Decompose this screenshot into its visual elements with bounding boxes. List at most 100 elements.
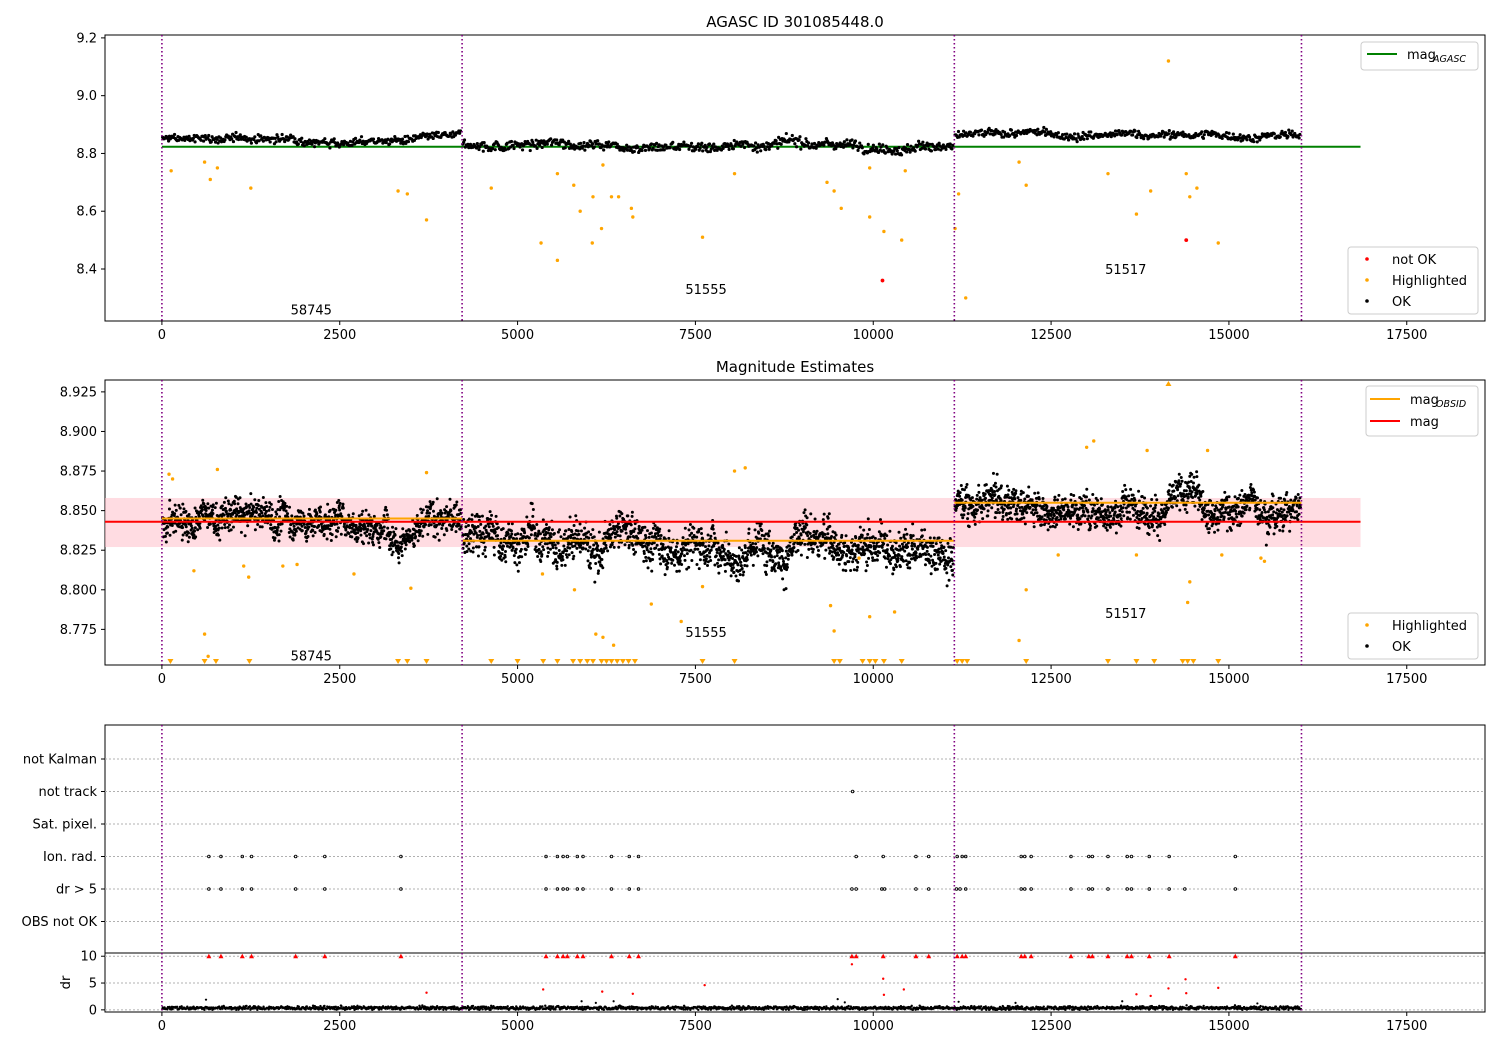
ok-point [378, 545, 382, 549]
ok-point [573, 544, 577, 548]
ok-point [872, 541, 876, 545]
legend-box [1360, 41, 1479, 71]
ok-point [921, 140, 925, 144]
ok-point [261, 139, 265, 143]
ok-point [966, 512, 970, 516]
ok-point [478, 529, 482, 533]
highlighted-point [867, 215, 872, 219]
legend-label: OK [1392, 295, 1411, 310]
ok-point [255, 510, 259, 514]
ok-point [1170, 505, 1174, 509]
ok-point [609, 536, 613, 540]
ok-point [678, 147, 682, 152]
ok-point [677, 569, 681, 573]
ok-point [187, 134, 191, 138]
ok-point [326, 502, 330, 506]
ok-point [883, 151, 887, 155]
ok-point [898, 544, 902, 548]
ok-point [546, 550, 550, 554]
ok-point [260, 511, 264, 515]
ok-point [261, 514, 265, 518]
ok-point [1121, 489, 1125, 493]
ok-point [1092, 503, 1096, 507]
ok-point [525, 515, 529, 519]
ok-point [842, 544, 846, 548]
ok-point [527, 536, 531, 540]
ok-point [494, 514, 498, 518]
ok-point [799, 147, 803, 151]
ok-point [971, 504, 975, 508]
ok-point [172, 132, 177, 137]
ok-point [213, 140, 218, 144]
ok-point [764, 148, 768, 152]
ok-point [760, 529, 764, 533]
ok-point [1021, 491, 1025, 495]
ok-point [759, 522, 763, 526]
ok-point [285, 135, 289, 139]
ok-point [1016, 496, 1020, 500]
ok-point [427, 514, 431, 518]
ok-point [384, 537, 388, 541]
ok-point [617, 545, 621, 549]
ok-point [1167, 128, 1171, 133]
ok-point [935, 567, 939, 571]
ok-point [519, 532, 523, 536]
ok-point [1255, 140, 1259, 144]
ok-point [596, 139, 600, 143]
ok-point [301, 511, 305, 515]
ok-point [1015, 507, 1019, 511]
ok-point [604, 543, 608, 547]
ok-point [714, 554, 718, 558]
ok-point [642, 551, 646, 555]
ok-point [311, 529, 315, 533]
ok-point [905, 150, 909, 154]
ok-point [578, 147, 582, 151]
ok-point [579, 543, 583, 547]
ok-point [238, 496, 242, 500]
ok-point [583, 148, 587, 152]
ok-point [771, 541, 775, 545]
highlighted-point [555, 258, 560, 263]
ok-point [990, 496, 994, 500]
ok-point [203, 134, 207, 138]
ok-point [629, 146, 633, 150]
ok-point [1143, 522, 1147, 526]
highlighted-point [1106, 171, 1110, 176]
ok-point [770, 144, 774, 148]
ok-point [1035, 511, 1039, 515]
ok-point [265, 504, 269, 508]
ok-point [501, 548, 505, 552]
ok-point [851, 560, 855, 564]
ok-point [391, 525, 395, 529]
ok-point [793, 524, 797, 528]
ok-point [503, 148, 508, 152]
ok-point [837, 562, 841, 566]
ok-point [936, 553, 940, 557]
ok-point [615, 142, 619, 146]
ok-point [690, 531, 694, 535]
ok-point [1119, 517, 1123, 521]
ok-point [560, 555, 564, 559]
ok-point [1123, 483, 1127, 487]
ok-point [800, 541, 804, 545]
ok-point [484, 555, 488, 559]
ok-point [512, 146, 516, 151]
ok-point [1044, 127, 1048, 131]
ok-point [651, 146, 655, 150]
ok-point [429, 523, 433, 527]
ok-point [1031, 508, 1035, 512]
ok-point [487, 532, 491, 536]
ok-point [636, 145, 640, 149]
ok-point [1069, 493, 1073, 497]
ok-point [885, 534, 889, 538]
ok-point [535, 522, 539, 526]
ok-point [790, 553, 794, 557]
ok-point [516, 532, 520, 536]
ok-point [496, 526, 500, 530]
ok-point [928, 561, 932, 565]
ok-point [478, 515, 482, 519]
ok-point [888, 554, 892, 558]
ok-point [567, 553, 571, 557]
ok-point [1013, 497, 1017, 501]
ok-point [966, 517, 970, 521]
